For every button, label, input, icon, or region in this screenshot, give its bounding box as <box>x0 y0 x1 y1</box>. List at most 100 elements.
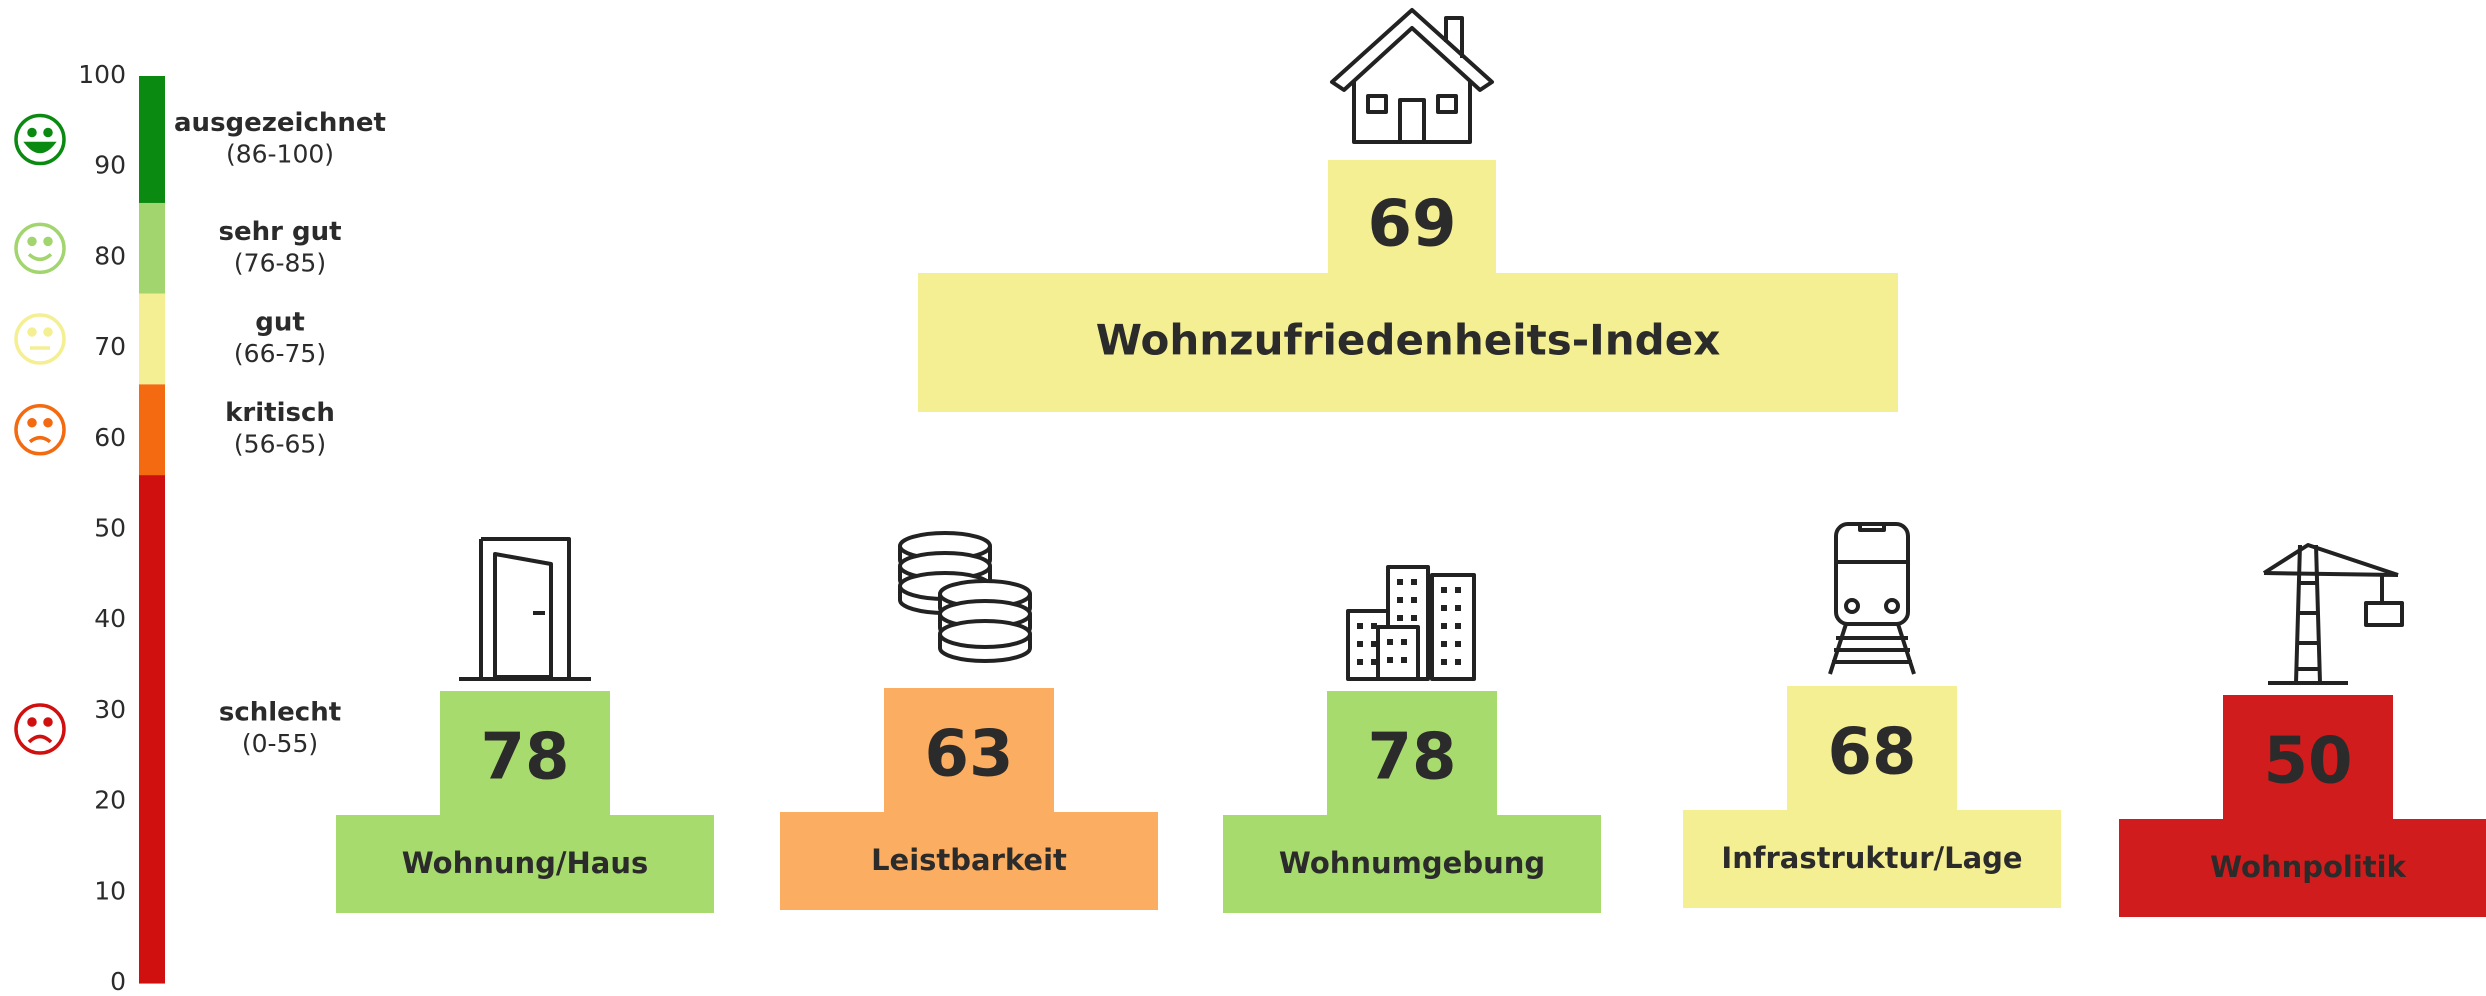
category-value: 78 <box>480 721 569 795</box>
smiley-eye <box>27 236 37 247</box>
category-value-box <box>1787 686 1957 812</box>
window <box>1441 605 1447 611</box>
smiley-eye <box>43 417 53 428</box>
band-label: kritisch <box>225 398 335 428</box>
category-value: 63 <box>924 718 1013 792</box>
band-label: gut <box>255 308 305 338</box>
smiley-eye <box>43 327 53 337</box>
category-label-box <box>780 812 1158 910</box>
smiley-eye <box>43 127 53 138</box>
band-label: ausgezeichnet <box>174 108 386 138</box>
y-tick-label: 60 <box>94 423 126 452</box>
smiley <box>14 113 66 166</box>
window <box>1387 639 1393 645</box>
index-title-box <box>918 273 1898 412</box>
smiley-eye <box>43 717 53 727</box>
category-label-box <box>1683 810 2061 908</box>
y-tick-label: 80 <box>94 241 126 270</box>
door-panel <box>493 552 553 679</box>
category-label-box <box>2119 819 2486 917</box>
smiley-eye <box>27 127 37 138</box>
scale-band <box>139 384 165 476</box>
window <box>1371 623 1377 629</box>
scale-band <box>139 202 165 294</box>
window <box>1455 641 1461 647</box>
y-tick-label: 10 <box>94 876 126 905</box>
crane-tower <box>2268 544 2348 685</box>
smiley <box>14 403 66 456</box>
window <box>1357 659 1363 665</box>
band-range: (66-75) <box>234 339 326 368</box>
index-value-box <box>1328 160 1496 275</box>
index-value: 69 <box>1367 188 1456 262</box>
window <box>1371 659 1377 665</box>
band-range: (56-65) <box>234 430 326 459</box>
smiley-eye <box>27 417 37 428</box>
window <box>1411 615 1417 621</box>
smiley-face <box>14 222 66 275</box>
window <box>1401 657 1407 663</box>
band-label: schlecht <box>219 698 341 728</box>
smiley-eye <box>43 236 53 247</box>
smiley-face <box>14 313 66 365</box>
category-value: 78 <box>1367 721 1456 795</box>
window <box>1397 597 1403 603</box>
category-icon <box>1346 565 1476 681</box>
smiley-face <box>14 703 66 755</box>
window <box>1411 579 1417 585</box>
smiley-mouth <box>23 141 57 154</box>
window <box>1455 623 1461 629</box>
window <box>1397 579 1403 585</box>
window <box>1455 605 1461 611</box>
crane-jib <box>2262 543 2399 603</box>
window <box>1441 641 1447 647</box>
category-label: Wohnung/Haus <box>402 846 649 880</box>
smiley <box>14 703 66 755</box>
scale-band <box>139 293 165 385</box>
window <box>1441 587 1447 593</box>
category-value: 50 <box>2263 725 2352 799</box>
category-value: 68 <box>1827 716 1916 790</box>
coin <box>938 619 1032 663</box>
category-icon <box>459 537 591 681</box>
y-tick-label: 100 <box>78 60 126 89</box>
y-tick-label: 40 <box>94 604 126 633</box>
scale-band <box>139 475 165 983</box>
house-icon <box>1330 8 1494 144</box>
building <box>1376 625 1420 681</box>
category-value-box <box>1327 691 1497 817</box>
y-tick-label: 70 <box>94 332 126 361</box>
y-tick-label: 20 <box>94 786 126 815</box>
category-value-box <box>2223 695 2393 821</box>
y-tick-label: 0 <box>110 967 126 996</box>
y-tick-label: 50 <box>94 514 126 543</box>
band-range: (76-85) <box>234 248 326 277</box>
train-body <box>1834 522 1910 626</box>
category-label: Wohnpolitik <box>2210 850 2407 884</box>
category-value-box <box>884 688 1054 814</box>
window <box>1441 659 1447 665</box>
smiley-face <box>14 113 66 166</box>
category-label-box <box>1223 815 1601 913</box>
band-label: sehr gut <box>218 217 341 247</box>
window <box>1371 641 1377 647</box>
window <box>1397 615 1403 621</box>
tracks <box>1828 623 1916 675</box>
smiley-mouth <box>27 252 53 262</box>
band-range: (86-100) <box>226 139 334 168</box>
window <box>1455 659 1461 665</box>
category-label: Leistbarkeit <box>871 843 1067 877</box>
category-icon <box>898 531 1032 663</box>
category-label: Infrastruktur/Lage <box>1721 841 2022 875</box>
smiley-eye <box>27 717 37 727</box>
y-tick-label: 90 <box>94 151 126 180</box>
window <box>1357 641 1363 647</box>
y-tick-label: 30 <box>94 695 126 724</box>
window <box>1401 639 1407 645</box>
train-light <box>1884 598 1900 614</box>
category-icon <box>2262 543 2404 685</box>
category-value-box <box>440 691 610 817</box>
smiley-mouth <box>27 734 53 744</box>
category-label: Wohnumgebung <box>1279 846 1545 880</box>
train-light <box>1844 598 1860 614</box>
